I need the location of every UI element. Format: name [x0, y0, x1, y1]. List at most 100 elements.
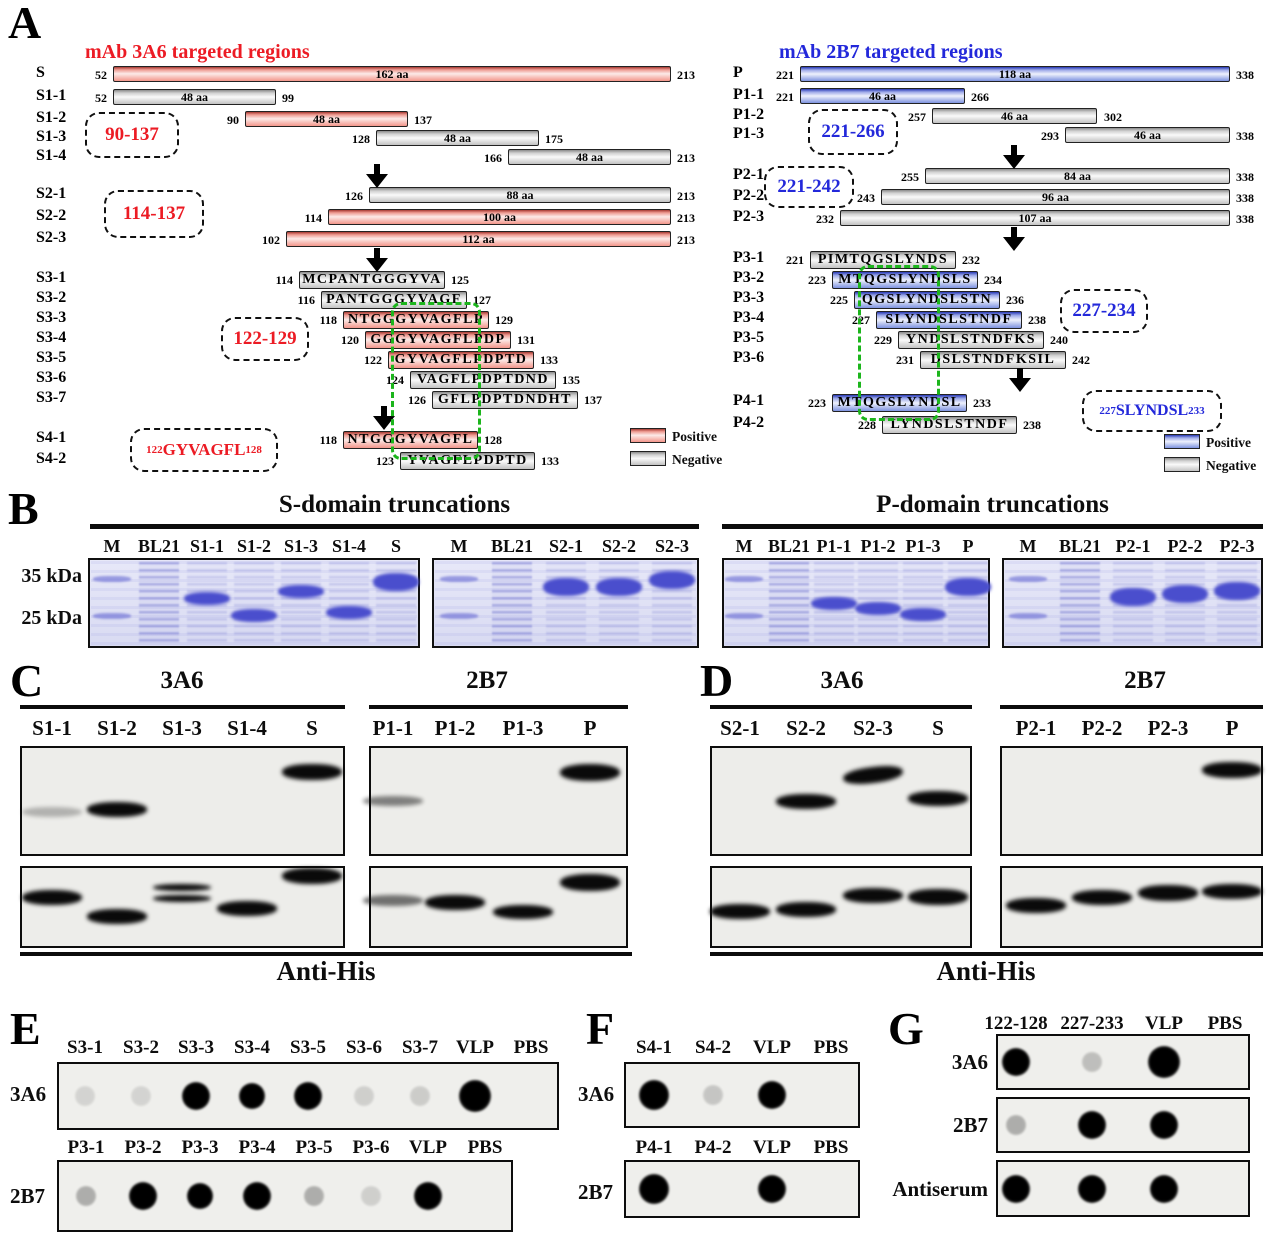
- down-arrow-icon: [1001, 227, 1027, 251]
- down-arrow-icon: [364, 248, 390, 272]
- callout-114-137: 114-137: [104, 190, 204, 238]
- e-2b7-lane-label-P3-4: P3-4: [238, 1137, 276, 1158]
- wb-band-S1-2: [87, 909, 147, 924]
- b-underline-p: [722, 524, 1263, 529]
- start-aa-S2-3: 102: [262, 233, 280, 247]
- row-label-S3-7: S3-7: [36, 389, 67, 406]
- wb-band-S1-1: [22, 890, 82, 905]
- wb-lane-label-S1-2: S1-2: [97, 716, 137, 740]
- gel-lane-label-P2-1: P2-1: [1115, 536, 1151, 556]
- diagram-title-2b7: mAb 2B7 targeted regions: [779, 41, 1003, 63]
- lysate-smear-lane: [903, 562, 943, 643]
- marker-band: [93, 613, 131, 619]
- sequence-S4-2: YVAGFLPDPTD: [400, 452, 535, 470]
- gel-lane-label-S2-3: S2-3: [654, 536, 689, 556]
- f-row1-antibody: 3A6: [578, 1082, 615, 1106]
- callout-epitope-slyndsl: 227 SLYNDSL 233: [1082, 390, 1222, 432]
- start-aa-P2-1: 255: [901, 170, 919, 184]
- e-2b7-dot-P3-1-faint: [76, 1186, 96, 1206]
- callout-221-266: 221-266: [808, 109, 898, 155]
- g-row3-label: Antiserum: [892, 1177, 988, 1201]
- f-3a6-dot-S4-2-faint: [703, 1085, 723, 1105]
- start-aa-P: 221: [776, 68, 794, 82]
- c-anti-his-label: Anti-His: [276, 956, 376, 986]
- end-aa-S3-5: 133: [540, 353, 558, 367]
- wb-band-P: [1202, 884, 1262, 899]
- f-2b7-lane-label-P4-1: P4-1: [635, 1137, 673, 1158]
- protein-band-S1-3: [278, 585, 324, 598]
- g-row2-label: 2B7: [952, 1113, 988, 1137]
- g-column-label-227-233: 227-233: [1060, 1013, 1124, 1034]
- wb-band-S1-3: [153, 895, 211, 902]
- wb-band-P1-2: [425, 895, 485, 910]
- g-column-label-PBS: PBS: [1207, 1013, 1243, 1034]
- callout-epitope-gyvagfl: 122 GYVAGFL 128: [130, 428, 278, 472]
- row-label-S1-1: S1-1: [36, 87, 67, 104]
- gel-lane-label-P1-3: P1-3: [905, 536, 941, 556]
- panel-f-letter: F: [586, 1003, 615, 1054]
- bar-P1-2: 46 aa: [932, 108, 1097, 124]
- row-label-S4-1: S4-1: [36, 429, 67, 446]
- f-3a6-dot-VLP: [758, 1081, 786, 1109]
- end-aa-P3-6: 242: [1072, 353, 1090, 367]
- row-label-P3-6: P3-6: [733, 349, 765, 366]
- end-aa-S4-2: 133: [541, 454, 559, 468]
- d-anti-his-label: Anti-His: [936, 956, 1036, 986]
- gel-lane-label-S1-2: S1-2: [236, 536, 271, 556]
- end-aa-S3-2: 127: [473, 293, 491, 307]
- gel-lane-label-P1-2: P1-2: [860, 536, 896, 556]
- start-aa-S: 52: [95, 68, 107, 82]
- wb-band-S: [908, 889, 968, 905]
- g-membrane-2B7: [996, 1097, 1250, 1153]
- marker-band: [1009, 613, 1047, 619]
- start-aa-S3-1: 114: [275, 273, 293, 287]
- e-3a6-dot-S3-7-faint: [410, 1086, 430, 1106]
- wb-band-P: [560, 764, 620, 781]
- protein-band-S1-4: [326, 606, 372, 619]
- gel-lane-label-M: M: [450, 536, 468, 556]
- start-aa-S3-2: 116: [297, 293, 315, 307]
- wb-lane-label-S1-4: S1-4: [227, 716, 267, 740]
- wb-band-P: [1202, 762, 1262, 778]
- e-3a6-lane-label-S3-6: S3-6: [346, 1037, 382, 1058]
- f-3a6-lane-label-S4-2: S4-2: [695, 1037, 731, 1058]
- g-column-label-122-128: 122-128: [984, 1013, 1048, 1034]
- e-3a6-dot-S3-5: [294, 1082, 322, 1110]
- row-label-P1-3: P1-3: [733, 125, 765, 142]
- row-label-S2-1: S2-1: [36, 185, 67, 202]
- row-label-S: S: [36, 64, 45, 81]
- legend-negative-label-left: Negative: [672, 452, 723, 467]
- row-label-S1-2: S1-2: [36, 109, 67, 126]
- sequence-P3-3: QGSLYNDSLSTN: [854, 291, 1000, 309]
- g-Antiserum-dot-227-233: [1078, 1175, 1106, 1203]
- e-3a6-lane-label-VLP: VLP: [456, 1037, 494, 1058]
- start-aa-P3-1: 221: [786, 253, 804, 267]
- c-underline-2b7: [369, 705, 628, 709]
- callout-227-234: 227-234: [1060, 289, 1148, 333]
- sequence-S3-2: PANTGGGYVAGF: [321, 291, 467, 309]
- down-arrow-icon: [371, 406, 397, 430]
- wb-band-S2-2: [776, 902, 836, 917]
- row-label-P4-2: P4-2: [733, 414, 765, 431]
- protein-band-S1-2: [231, 609, 277, 622]
- gel-lane-label-BL21: BL21: [1058, 536, 1101, 556]
- d-underline-3a6: [710, 705, 972, 709]
- e-2b7-lane-label-VLP: VLP: [409, 1137, 447, 1158]
- end-aa-P3-2: 234: [984, 273, 1002, 287]
- bar-S1-2: 48 aa: [245, 111, 408, 127]
- start-aa-S3-4: 120: [341, 333, 359, 347]
- e-3a6-lane-label-S3-4: S3-4: [234, 1037, 270, 1058]
- row-label-P4-1: P4-1: [733, 392, 765, 409]
- end-aa-S3-6: 135: [562, 373, 580, 387]
- start-aa-P3-3: 225: [830, 293, 848, 307]
- g-row1-label: 3A6: [951, 1050, 988, 1074]
- f-3a6-dot-S4-1: [639, 1080, 669, 1110]
- gel-lane-label-P2-2: P2-2: [1167, 536, 1203, 556]
- bar-S: 162 aa: [113, 66, 671, 82]
- d-title-3a6: 3A6: [820, 667, 864, 694]
- gel-lane-label-M: M: [103, 536, 121, 556]
- e-2b7-dot-P3-3: [187, 1183, 213, 1209]
- wb-band-S: [282, 764, 342, 780]
- wb-band-P2-1: [1006, 898, 1066, 913]
